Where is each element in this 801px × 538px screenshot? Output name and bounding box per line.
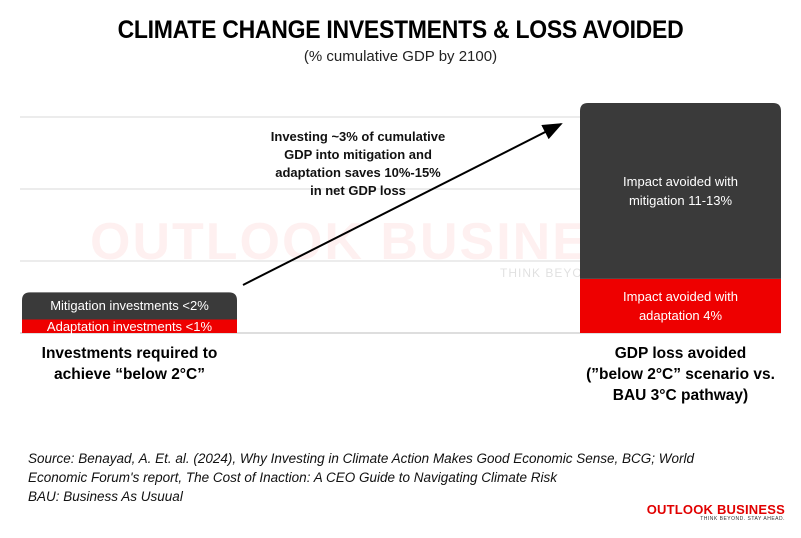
chart-annotation: Investing ~3% of cumulative GDP into miti…: [270, 129, 446, 198]
source-line-1: Source: Benayad, A. Et. al. (2024), Why …: [28, 451, 695, 466]
logo-tagline: THINK BEYOND. STAY AHEAD.: [700, 516, 785, 522]
bar-segment-adaptation: [22, 319, 237, 333]
bar-label-mitigation: Impact avoided with mitigation 11-13%: [623, 173, 738, 208]
source-line-2: Economic Forum's report, The Cost of Ina…: [28, 470, 558, 485]
bar-segment-adaptation: [580, 278, 781, 333]
bar-label-mitigation: Mitigation investments <2%: [50, 298, 209, 314]
bar-segment-mitigation: [580, 103, 781, 279]
bar-label-adaptation: Impact avoided with adaptation 4%: [623, 288, 738, 323]
brand-logo: OUTLOOK BUSINESS THINK BEYOND. STAY AHEA…: [647, 502, 785, 522]
source-note: Source: Benayad, A. Et. al. (2024), Why …: [28, 449, 788, 506]
chart-subtitle: (% cumulative GDP by 2100): [303, 48, 498, 65]
logo-text: OUTLOOK BUSINESS: [646, 502, 785, 517]
source-line-3: BAU: Business As Usuual: [28, 489, 183, 504]
chart-canvas: [20, 103, 781, 334]
bar-label-adaptation: Adaptation investments <1%: [46, 318, 213, 334]
trend-arrow: [242, 123, 563, 286]
category-label: Investments required to achieve “below 2°…: [41, 345, 218, 383]
chart-title: CLIMATE CHANGE INVESTMENTS & LOSS AVOIDE…: [117, 16, 684, 44]
category-label: GDP loss avoided (”below 2°C” scenario vs…: [586, 345, 775, 404]
bar-segment-mitigation: [22, 292, 237, 320]
